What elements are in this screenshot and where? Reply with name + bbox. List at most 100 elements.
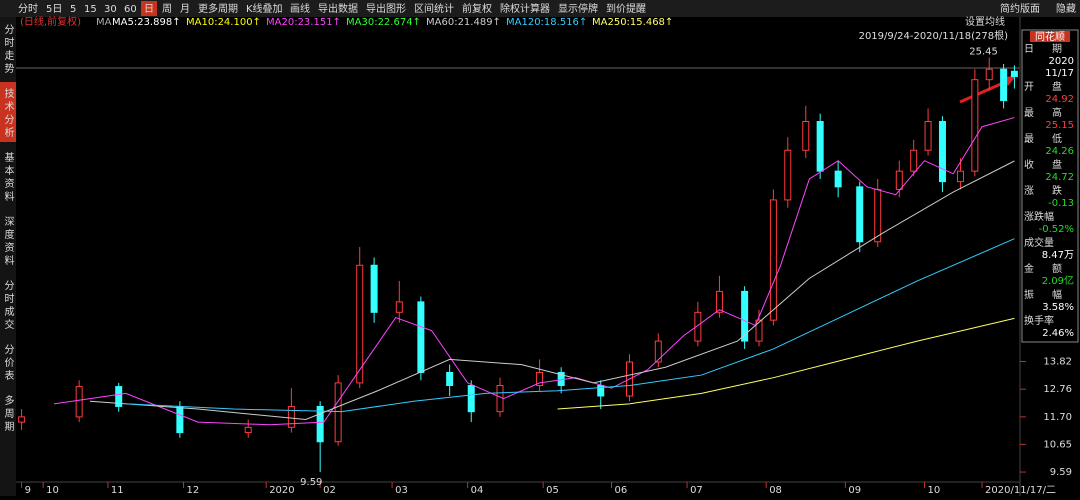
candle-body: [816, 120, 824, 172]
y-tick-label: 13.82: [1043, 356, 1072, 367]
candle-body: [467, 385, 475, 413]
x-tick-label: 08: [769, 485, 782, 496]
info-value: 2.46%: [1042, 328, 1074, 339]
info-value: 11/17: [1045, 68, 1074, 79]
toolbar-item[interactable]: 导出图形: [366, 2, 406, 15]
side-tab[interactable]: 基本资料: [2, 151, 14, 204]
x-tick-label: 10: [927, 485, 940, 496]
chart-subtitle: 2019/9/24-2020/11/18(278根): [859, 29, 1009, 42]
toolbar-item[interactable]: K线叠加: [246, 2, 283, 15]
info-value: 8.47万: [1042, 250, 1074, 261]
x-tick-label: 9: [25, 485, 31, 496]
toolbar-item[interactable]: 显示停牌: [558, 2, 598, 15]
ma-legend[interactable]: MA30:22.674↑: [346, 17, 421, 28]
info-value: 2.09亿: [1042, 274, 1074, 287]
info-title-bg: [1030, 31, 1070, 42]
toolbar-item[interactable]: 5: [70, 4, 76, 15]
toolbar-item[interactable]: 导出数据: [318, 2, 358, 15]
ma-line: [89, 160, 1015, 421]
side-tab[interactable]: 分时走势: [2, 24, 14, 76]
chart-title: (日线,前复权): [20, 15, 81, 28]
info-value: 24.92: [1045, 94, 1074, 105]
x-tick-label: 11: [111, 485, 124, 496]
candle-body: [115, 386, 123, 407]
info-label: 收盘: [1024, 158, 1080, 171]
info-label: 最低: [1024, 132, 1080, 145]
candle-body: [18, 416, 26, 423]
side-tab[interactable]: 分时成交: [2, 280, 14, 332]
toolbar-item[interactable]: 分时: [18, 3, 38, 15]
candle-body: [446, 371, 454, 387]
annotation: 25.45: [969, 46, 998, 57]
ma-legend[interactable]: MA250:15.468↑: [592, 17, 673, 28]
candle-body: [985, 68, 993, 81]
toolbar-right-item[interactable]: 隐藏: [1056, 3, 1076, 15]
candle-body: [356, 264, 364, 384]
info-value: 24.26: [1045, 146, 1074, 157]
toolbar-item[interactable]: 前复权: [462, 2, 492, 15]
side-tab[interactable]: 多周期: [2, 394, 14, 434]
info-value: 24.72: [1045, 172, 1074, 183]
candle-body: [694, 311, 702, 342]
info-label: 开盘: [1024, 80, 1080, 93]
candle-body: [287, 405, 295, 428]
x-tick-label: 04: [471, 485, 484, 496]
x-tick-label: 07: [690, 485, 703, 496]
info-panel-frame: [1021, 29, 1079, 343]
candle-body: [597, 385, 605, 397]
ma-line: [557, 317, 1015, 410]
candle-body: [654, 340, 662, 363]
x-tick-label: 05: [546, 485, 559, 496]
toolbar-item[interactable]: 日: [144, 4, 154, 15]
info-label: 涨跌幅: [1024, 210, 1054, 223]
toolbar-item[interactable]: 区间统计: [414, 2, 454, 15]
candle-body: [75, 386, 83, 418]
toolbar-item[interactable]: 除权计算器: [500, 2, 550, 15]
info-label: 最高: [1024, 106, 1080, 119]
y-tick-label: 12.76: [1043, 384, 1072, 395]
toolbar-bg: [0, 0, 1080, 17]
toolbar-item[interactable]: 30: [104, 4, 117, 15]
candle-body: [784, 149, 792, 201]
toolbar-item[interactable]: 60: [124, 4, 137, 15]
candle-body: [496, 385, 504, 413]
candle-body: [1010, 70, 1018, 78]
toolbar-item[interactable]: 月: [180, 3, 190, 15]
side-tab[interactable]: 深度资料: [2, 216, 14, 268]
ma-legend[interactable]: MA5:23.898↑: [112, 17, 181, 28]
info-label: 振幅: [1024, 288, 1080, 301]
candle-body: [956, 170, 964, 183]
ma-line: [125, 238, 1015, 413]
ma-legend[interactable]: MA120:18.516↑: [506, 17, 587, 28]
ma-legend[interactable]: MA20:23.151↑: [266, 17, 341, 28]
x-tick-label: 02: [323, 485, 336, 496]
ma-legend[interactable]: MA10:24.100↑: [186, 17, 261, 28]
toolbar-item[interactable]: 周: [162, 3, 172, 15]
ma-legend[interactable]: MA60:21.489↑: [426, 17, 501, 28]
info-label: 成交量: [1024, 236, 1054, 249]
side-tab[interactable]: 分价表: [2, 344, 14, 383]
toolbar-item[interactable]: 到价提醒: [606, 3, 646, 15]
toolbar-item[interactable]: 画线: [290, 2, 310, 15]
x-tick-label: 03: [395, 485, 408, 496]
info-value: 2020: [1049, 56, 1074, 67]
side-tab-active: [0, 82, 16, 142]
toolbar-item[interactable]: 更多周期: [198, 2, 238, 15]
toolbar-right-item[interactable]: 简约版面: [1000, 2, 1040, 15]
info-label: 涨跌: [1024, 184, 1080, 197]
candle-body: [1000, 68, 1008, 102]
settings-label[interactable]: 设置均线: [965, 15, 1005, 28]
toolbar-item[interactable]: 15: [84, 4, 97, 15]
x-tick-label: 10: [46, 485, 59, 496]
toolbar-item[interactable]: 5日: [46, 4, 62, 15]
candle-body: [971, 79, 979, 172]
candle-body: [856, 186, 864, 243]
candle-body: [755, 319, 763, 342]
x-tick-label: 2020: [269, 485, 294, 496]
x-tick-label: 09: [848, 485, 861, 496]
x-tick-label: 12: [186, 485, 199, 496]
side-tab[interactable]: 技术分析: [2, 87, 14, 140]
candle-body: [802, 120, 810, 151]
